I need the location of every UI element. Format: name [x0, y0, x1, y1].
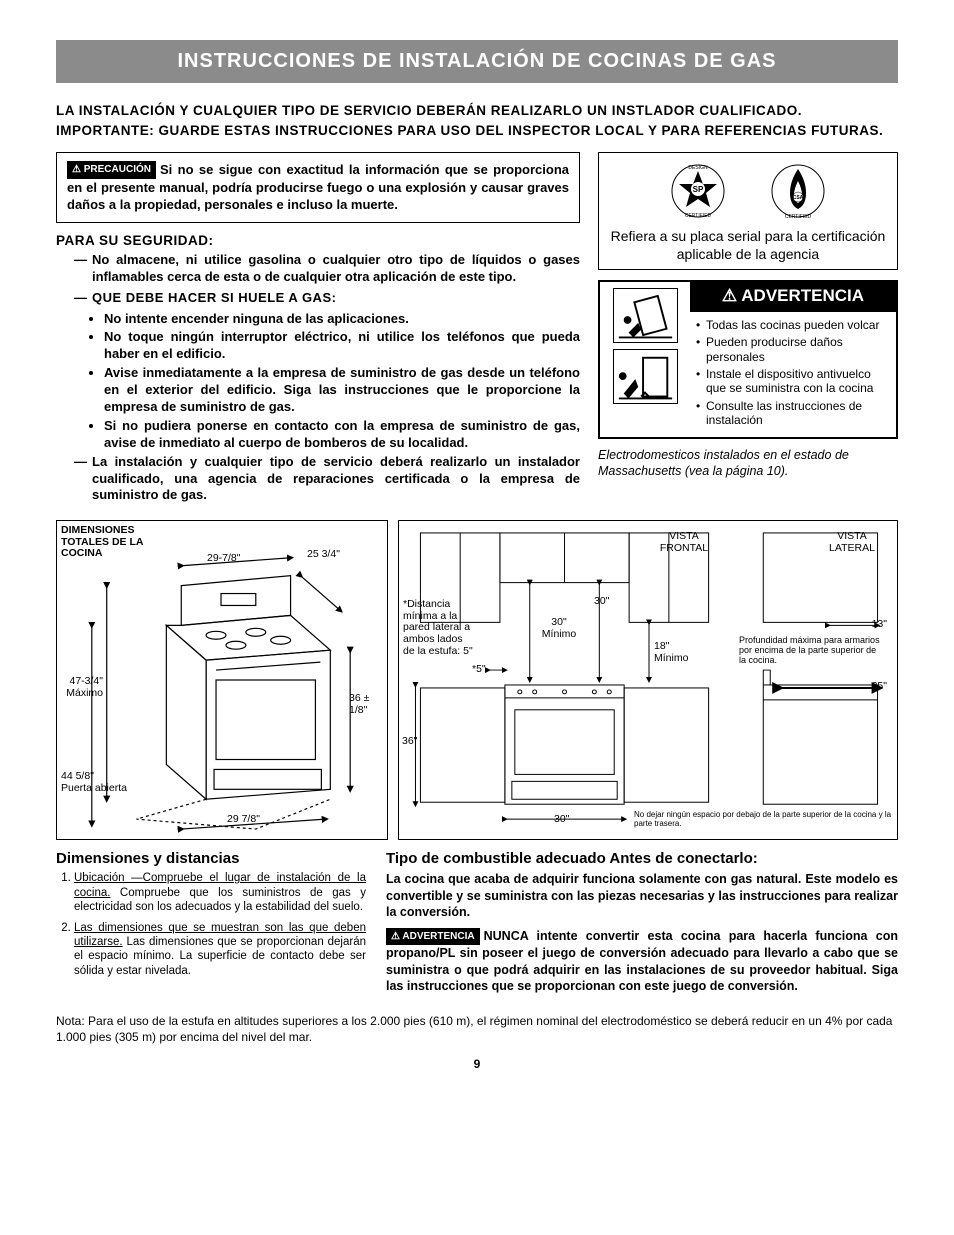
svg-text:SP: SP	[693, 185, 704, 194]
dim-depth-top: 25 3/4"	[307, 549, 340, 561]
dim-30b: 30"	[554, 814, 569, 826]
altitude-note: Nota: Para el uso de la estufa en altitu…	[56, 1014, 898, 1045]
gas-bullet: No toque ningún interruptor eléctrico, n…	[104, 329, 580, 363]
dims-item: Las dimensiones que se muestran son las …	[74, 921, 366, 979]
anti-tip-icon	[613, 349, 678, 404]
intro-block: LA INSTALACIÓN Y CUALQUIER TIPO DE SERVI…	[56, 101, 898, 142]
dim-36: 36"	[402, 736, 417, 748]
intro-line-2: IMPORTANTE: GUARDE ESTAS INSTRUCCIONES P…	[56, 121, 898, 141]
dim-height-counter: 36 ± 1/8"	[349, 693, 387, 716]
dim-5: *5"	[472, 664, 486, 676]
dim-13: 13"	[872, 619, 887, 631]
dim-door-open: 44 5/8"Puerta abierta	[61, 771, 131, 794]
dim-width-top: 29-7/8"	[207, 553, 241, 565]
warning-bullets: Todas las cocinas pueden volcar Pueden p…	[690, 312, 896, 437]
safety-item-3: La instalación y cualquier tipo de servi…	[74, 454, 580, 505]
gas-bullet: Avise inmediatamente a la empresa de sum…	[104, 365, 580, 416]
cert-text: Refiera a su placa serial para la certif…	[609, 227, 887, 263]
page-title: INSTRUCCIONES DE INSTALACIÓN DE COCINAS …	[56, 40, 898, 83]
warn-bullet: Consulte las instrucciones de instalació…	[696, 399, 888, 428]
gas-heading: QUE DEBE HACER SI HUELE A GAS:	[92, 290, 336, 305]
dim-25: 25"	[872, 681, 887, 693]
warn-bullet: Pueden producirse daños personales	[696, 335, 888, 364]
warning-badge: ADVERTENCIA	[386, 928, 480, 945]
clearances-diagram: VISTA FRONTAL VISTA LATERAL *Distancia m…	[398, 520, 898, 840]
safety-heading: PARA SU SEGURIDAD:	[56, 233, 580, 248]
caution-badge: PRECAUCIÓN	[67, 161, 156, 179]
fuel-p2: ADVERTENCIANUNCA intente convertir esta …	[386, 928, 898, 994]
dims-heading: Dimensiones y distancias	[56, 850, 366, 867]
warn-bullet: Todas las cocinas pueden volcar	[696, 318, 888, 332]
dim-18: 18" Mínimo	[654, 641, 694, 664]
safety-item-gas: QUE DEBE HACER SI HUELE A GAS:	[74, 290, 580, 307]
massachusetts-note: Electrodomesticos instalados en el estad…	[598, 447, 898, 480]
dim-30: 30"	[594, 596, 609, 608]
gas-bullet: No intente encender ninguna de las aplic…	[104, 311, 580, 328]
certification-box: DESIGN CERTIFIED SP CERTIFIED CSA Refier…	[598, 152, 898, 270]
flame-cert-icon: CERTIFIED CSA	[768, 161, 828, 221]
dims-item: Ubicación —Compruebe el lugar de instala…	[74, 871, 366, 914]
svg-text:CERTIFIED: CERTIFIED	[685, 213, 712, 219]
side-view-label: VISTA LATERAL	[827, 531, 877, 554]
svg-text:CERTIFIED: CERTIFIED	[785, 214, 812, 220]
bottom-note: No dejar ningún espacio por debajo de la…	[634, 811, 894, 829]
intro-line-1: LA INSTALACIÓN Y CUALQUIER TIPO DE SERVI…	[56, 101, 898, 121]
gas-bullet-list: No intente encender ninguna de las aplic…	[74, 311, 580, 452]
svg-text:DESIGN: DESIGN	[688, 165, 708, 171]
dim-height-max: 47-3/4"Máximo	[61, 676, 103, 699]
dist-note: *Distancia mínima a la pared lateral a a…	[403, 599, 473, 657]
star-cert-icon: DESIGN CERTIFIED SP	[668, 161, 728, 221]
caution-box: PRECAUCIÓNSi no se sigue con exactitud l…	[56, 152, 580, 223]
svg-text:CSA: CSA	[793, 195, 804, 201]
gas-bullet: Si no pudiera ponerse en contacto con la…	[104, 418, 580, 452]
fuel-p1: La cocina que acaba de adquirir funciona…	[386, 871, 898, 920]
dim-30min: 30" Mínimo	[534, 617, 584, 640]
warning-box: ADVERTENCIA Todas las cocinas pueden vol…	[598, 280, 898, 439]
depth-note: Profundidad máxima para armarios por enc…	[739, 636, 884, 666]
dim-depth-bottom: 29 7/8"	[227, 814, 260, 826]
page-number: 9	[56, 1057, 898, 1071]
tip-over-icon	[613, 288, 678, 343]
dims-list: Ubicación —Compruebe el lugar de instala…	[56, 871, 366, 978]
warning-title: ADVERTENCIA	[690, 282, 896, 312]
dimensions-diagram: DIMENSIONES TOTALES DE LA COCINA	[56, 520, 388, 840]
warn-bullet: Instale el dispositivo antivuelco que se…	[696, 367, 888, 396]
front-view-label: VISTA FRONTAL	[659, 531, 709, 554]
safety-item-1: No almacene, ni utilice gasolina o cualq…	[74, 252, 580, 286]
fuel-heading: Tipo de combustible adecuado Antes de co…	[386, 850, 898, 867]
